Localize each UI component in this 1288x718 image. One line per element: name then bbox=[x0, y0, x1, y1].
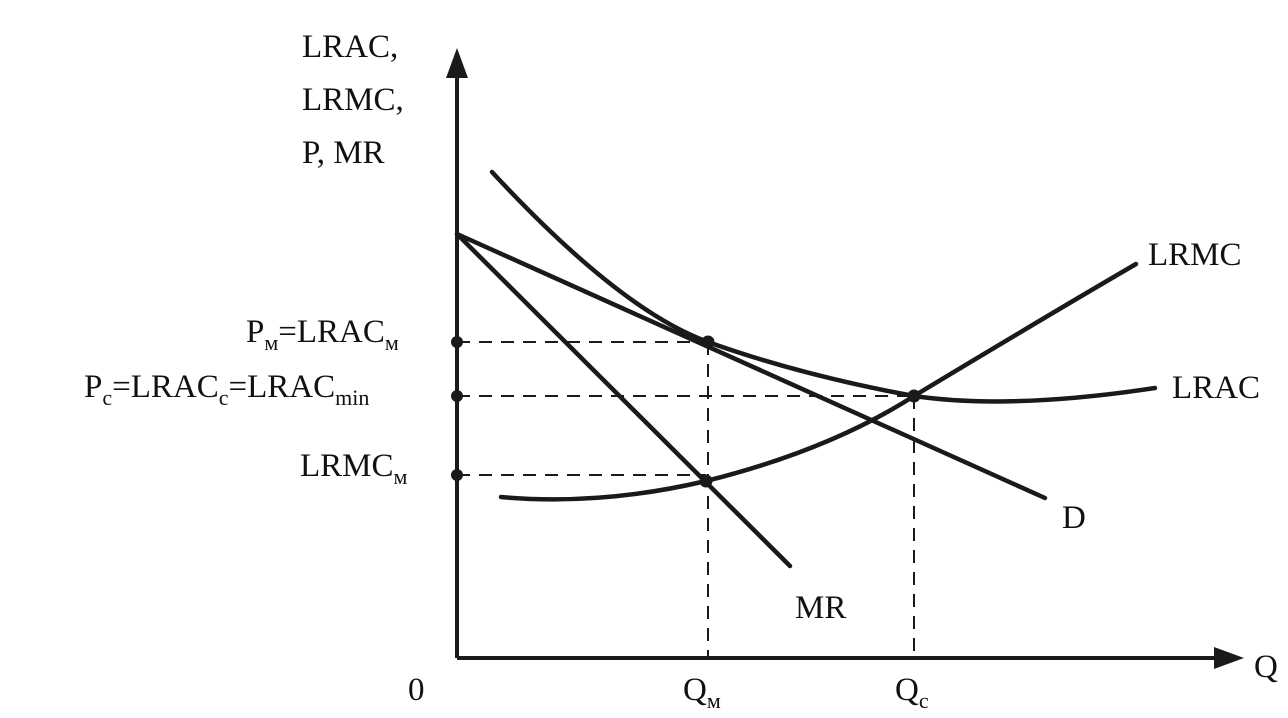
pc-tick-label: Pc=LRACc=LRACmin bbox=[84, 369, 369, 410]
mr-lrmc-intersection-point bbox=[699, 474, 713, 488]
pm-tick-label: Pм=LRACм bbox=[246, 314, 399, 355]
lrmcm-tick-label: LRMCм bbox=[300, 448, 408, 489]
lrac-curve bbox=[489, 169, 1158, 404]
competitive-price-point bbox=[907, 389, 921, 403]
origin-label: 0 bbox=[408, 672, 425, 708]
demand-curve-label: D bbox=[1062, 500, 1086, 536]
lrmc-curve-label: LRMC bbox=[1148, 237, 1242, 273]
y-axis-label-line-2: LRMC, bbox=[302, 82, 404, 118]
y-axis-label-line-1: LRAC, bbox=[302, 29, 398, 65]
mr-curve-label: MR bbox=[795, 590, 846, 626]
x-axis-arrowhead bbox=[1214, 647, 1244, 669]
monopoly-price-point bbox=[701, 335, 715, 349]
mr-curve bbox=[454, 231, 793, 569]
qm-tick-label: Qм bbox=[683, 672, 721, 713]
demand-curve bbox=[454, 231, 1048, 501]
x-axis-label: Q bbox=[1254, 649, 1278, 685]
lrac-curve-label: LRAC bbox=[1172, 370, 1260, 406]
qc-tick-label: Qc bbox=[895, 672, 929, 713]
pm-axis-point bbox=[451, 336, 463, 348]
y-axis-label-line-3: P, MR bbox=[302, 135, 385, 171]
lrmcm-axis-point bbox=[451, 469, 463, 481]
pc-axis-point bbox=[451, 390, 463, 402]
y-axis-arrowhead bbox=[446, 48, 468, 78]
lrmc-curve bbox=[498, 261, 1139, 502]
